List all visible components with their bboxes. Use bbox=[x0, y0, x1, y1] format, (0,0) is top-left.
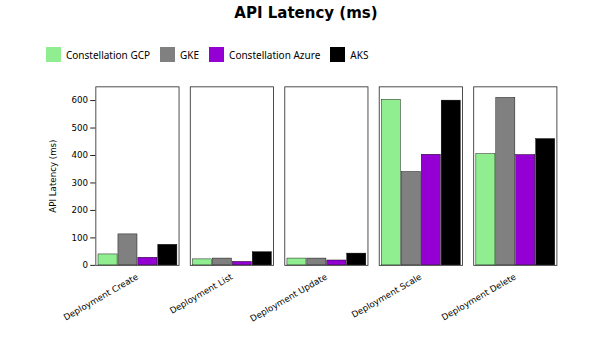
html-text:Constellation Azure: Constellation Azure bbox=[229, 47, 321, 62]
html-text:AKS: AKS bbox=[350, 47, 369, 62]
svg-text:300: 300 bbox=[72, 178, 89, 188]
html-text:API Latency (ms): API Latency (ms) bbox=[234, 4, 378, 22]
svg-text:400: 400 bbox=[72, 150, 89, 160]
html-text:GKE: GKE bbox=[180, 47, 200, 62]
svg-text:0: 0 bbox=[83, 260, 89, 270]
svg-text:100: 100 bbox=[72, 233, 89, 243]
svg-text:Deployment Scale: Deployment Scale bbox=[350, 272, 423, 320]
svg-text:200: 200 bbox=[72, 205, 89, 215]
svg-text:600: 600 bbox=[72, 95, 89, 105]
svg-text:Deployment List: Deployment List bbox=[168, 271, 235, 315]
svg-text:Deployment Update: Deployment Update bbox=[248, 272, 328, 324]
html-text:Constellation GCP: Constellation GCP bbox=[66, 47, 150, 62]
svg-text:Deployment Create: Deployment Create bbox=[62, 272, 140, 323]
svg-text:Deployment Delete: Deployment Delete bbox=[440, 272, 518, 323]
svg-text:500: 500 bbox=[72, 123, 89, 133]
svg-text:API Latency (ms): API Latency (ms) bbox=[48, 140, 58, 213]
